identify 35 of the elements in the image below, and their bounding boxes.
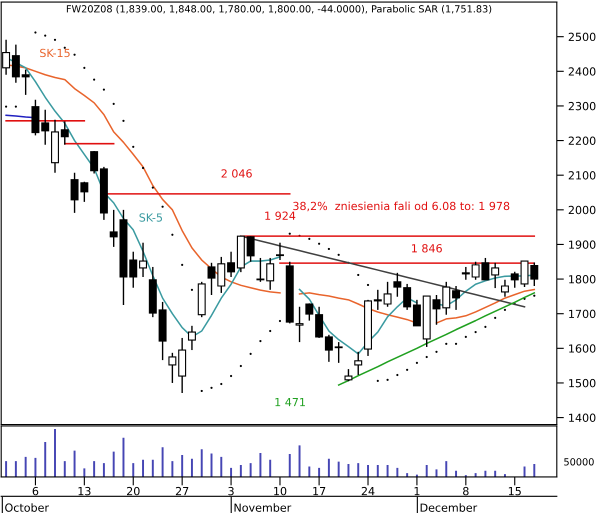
y-tick-label: 2300	[568, 102, 596, 110]
text: 50000	[564, 458, 594, 466]
y-tick-label: 2400	[568, 67, 596, 76]
text: October	[5, 503, 49, 512]
series-label: SK-15	[40, 48, 70, 58]
x-tick-label: 15	[508, 487, 521, 496]
y-tick-label: 1500	[569, 378, 596, 388]
y-tick-label: 1900	[569, 240, 596, 249]
y-tick-label: 1600	[569, 344, 596, 353]
y-tick-label: 1400	[569, 414, 596, 422]
chart-title: FW20Z08 (1,839.00, 1,848.00, 1,780.00, 1,800.00, -44.0000), Parabolic SAR (1,751.83)	[66, 5, 492, 14]
y-tick-label: 2000	[568, 206, 596, 214]
series-label: 2 046	[222, 169, 252, 178]
text: December	[420, 503, 478, 512]
x-tick-label: 3	[228, 486, 234, 496]
annotation: 38,2% zniesienia fali od 6.08 to: 1 978	[293, 202, 510, 212]
y-tick-label: 2500	[568, 32, 596, 42]
x-tick-label: 24	[362, 486, 374, 496]
x-tick-label: 17	[313, 487, 326, 496]
text: November	[234, 503, 292, 512]
x-tick-label: 1	[414, 487, 420, 496]
series-label: 1 924	[265, 212, 296, 220]
y-tick-label: 2100	[568, 171, 596, 180]
x-tick-label: 13	[78, 486, 91, 496]
x-tick-label: 10	[274, 486, 286, 496]
y-tick-label: 1700	[569, 310, 596, 318]
x-tick-label: 8	[463, 486, 469, 496]
series-label: SK-5	[139, 213, 162, 222]
text: 1 471	[275, 398, 305, 406]
y-tick-label: 1800	[569, 275, 596, 284]
x-tick-label: 20	[127, 486, 140, 496]
series-label: 1 846	[412, 244, 442, 252]
y-tick-label: 2200	[568, 136, 596, 145]
x-tick-label: 27	[176, 486, 188, 496]
x-tick-label: 6	[32, 486, 38, 496]
